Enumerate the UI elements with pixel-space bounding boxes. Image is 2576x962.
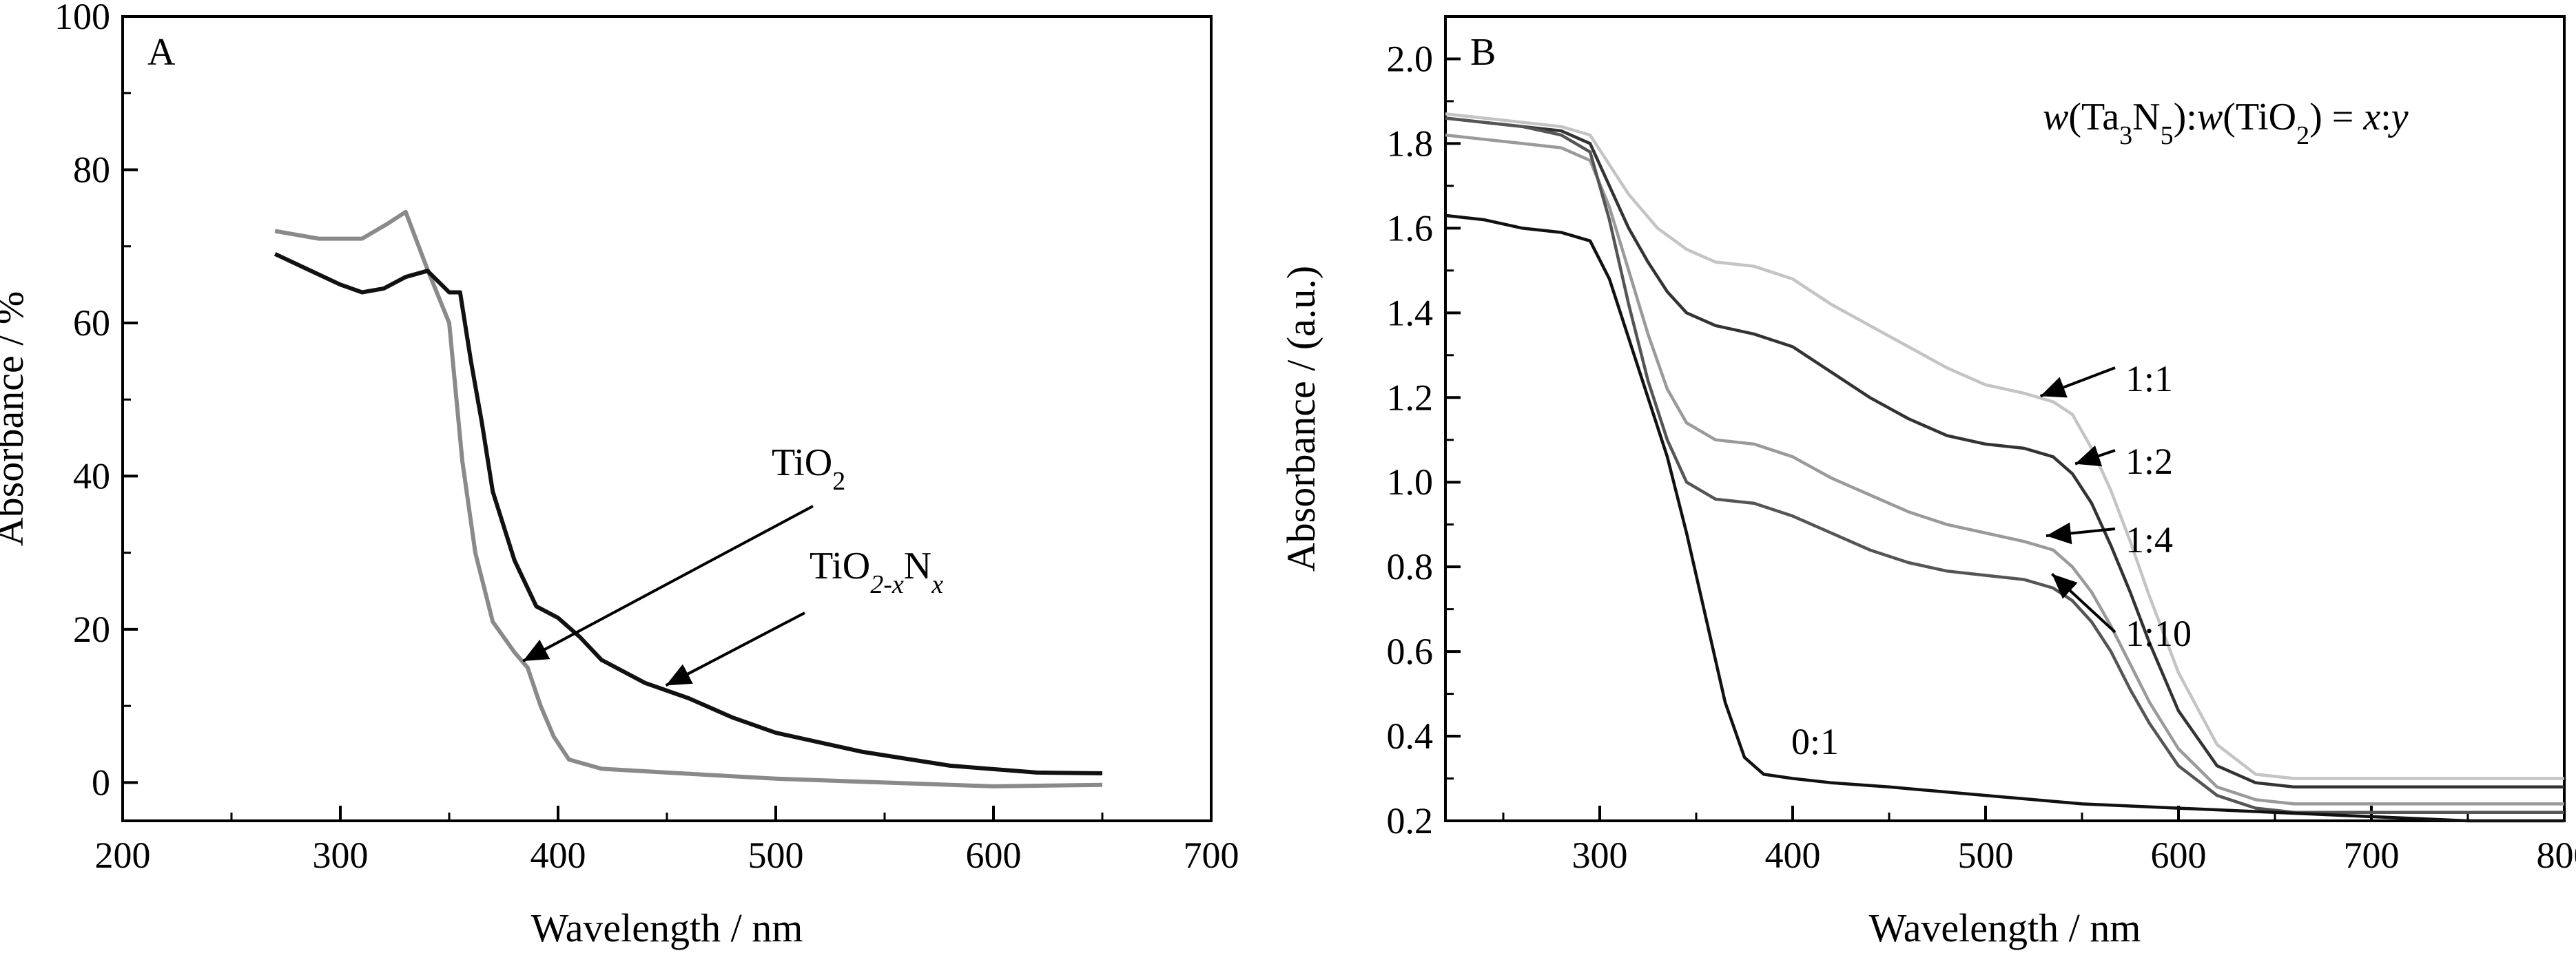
y-tick-label: 60: [73, 302, 110, 344]
panel-b: B w(Ta3N5):w(TiO2) = x:y 300 400 500 600 700…: [1279, 15, 2576, 950]
x-axis-title-b: Wavelength / nm: [1869, 906, 2141, 950]
x-axis-b: 300 400 500 600 700 800: [1502, 806, 2576, 876]
series-line-1-4: [1445, 133, 2564, 806]
panel-letter-b: B: [1470, 31, 1496, 74]
series-line-tio2-xnx: [274, 252, 1103, 775]
x-tick-label: 300: [1572, 835, 1628, 876]
annotation-tio2: TiO2: [772, 441, 845, 496]
series-label-1-4: 1:4: [2125, 519, 2173, 561]
x-axis-a: 200 300 400 500 600 700: [95, 806, 1239, 876]
y-tick-label: 0.2: [1387, 800, 1434, 841]
x-tick-label: 400: [530, 835, 586, 876]
y-tick-label: 1.6: [1387, 207, 1434, 249]
series-arrow-1-2: [2074, 445, 2116, 467]
y-tick-label: 1.8: [1387, 123, 1434, 164]
series-line-0-1: [1445, 213, 2564, 823]
y-tick-label: 2.0: [1387, 38, 1434, 79]
y-tick-label: 1.4: [1387, 292, 1434, 333]
y-axis-title-b: Absorbance / (a.u.): [1279, 266, 1323, 572]
panel-letter-a: A: [147, 31, 176, 74]
y-axis-a: 0 20 40 60 80 100: [54, 0, 138, 803]
x-tick-label: 200: [95, 835, 151, 876]
series-arrow-1-1: [2039, 366, 2116, 398]
annotation-arrow-tio2-xnx: [665, 611, 805, 687]
x-tick-label: 600: [966, 835, 1022, 876]
y-tick-label: 0.6: [1387, 631, 1434, 672]
y-axis-b: 0.2 0.4 0.6 0.8 1.0 1.2 1.4 1.6 1.8 2.0: [1387, 15, 1461, 841]
series-arrow-1-4: [2046, 522, 2116, 545]
x-tick-label: 700: [2344, 835, 2400, 876]
series-line-1-10: [1445, 116, 2564, 814]
y-tick-label: 100: [54, 0, 110, 37]
x-tick-label: 700: [1184, 835, 1239, 876]
series-arrow-1-10: [2051, 572, 2116, 634]
series-line-1-1: [1445, 112, 2564, 780]
series-label-1-1: 1:1: [2125, 358, 2173, 399]
plot-frame-a: [121, 15, 1213, 822]
series-labels-b: 1:1 1:2 1:4 1:10 0:1: [1791, 358, 2192, 762]
x-tick-label: 500: [748, 835, 804, 876]
annotation-arrow-tio2: [522, 505, 814, 662]
y-tick-label: 1.0: [1387, 461, 1434, 503]
y-tick-label: 0.4: [1387, 715, 1434, 757]
x-tick-label: 800: [2537, 835, 2576, 876]
series-group-b: [1445, 112, 2564, 823]
x-tick-label: 300: [313, 835, 369, 876]
series-label-1-10: 1:10: [2125, 613, 2192, 654]
y-tick-label: 0.8: [1387, 546, 1434, 587]
y-tick-label: 0: [92, 762, 110, 803]
x-axis-title-a: Wavelength / nm: [531, 906, 803, 950]
y-axis-title-a: Absorbance / %: [0, 291, 32, 546]
y-tick-label: 20: [73, 609, 110, 650]
series-group-a: [274, 209, 1103, 788]
annotation-tio2-xnx: TiO2-xNx: [810, 545, 943, 599]
series-line-tio2: [274, 209, 1103, 788]
x-tick-label: 600: [2151, 835, 2207, 876]
x-tick-label: 500: [1958, 835, 2014, 876]
mass-ratio-note: w(Ta3N5):w(TiO2) = x:y: [2043, 96, 2409, 150]
series-label-1-2: 1:2: [2125, 441, 2173, 482]
series-label-0-1: 0:1: [1791, 721, 1839, 762]
plot-frame-b: [1444, 15, 2566, 822]
annotations-a: TiO2 TiO2-xNx: [522, 441, 943, 687]
panel-a: A 200 300 400 500 600 700 0 20 40 60 80 100 TiO2 T…: [0, 0, 1239, 950]
y-tick-label: 1.2: [1387, 377, 1434, 418]
y-tick-label: 40: [73, 455, 110, 496]
y-tick-label: 80: [73, 149, 110, 190]
series-line-1-2: [1445, 116, 2564, 789]
x-tick-label: 400: [1765, 835, 1821, 876]
